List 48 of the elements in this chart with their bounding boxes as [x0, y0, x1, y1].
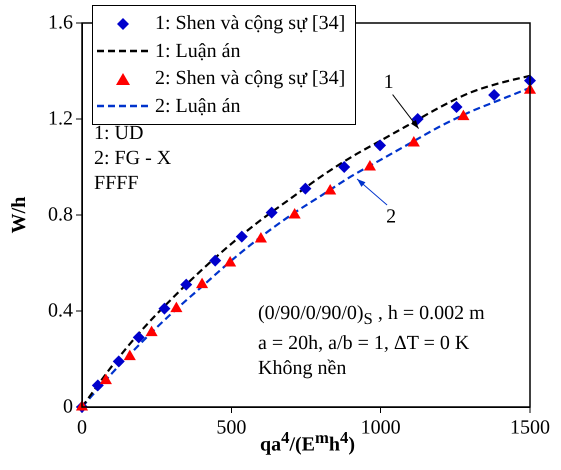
x-tick-label: 500	[216, 416, 246, 438]
point	[266, 206, 278, 219]
y-tick-label: 0.4	[48, 299, 73, 322]
y-tick-label: 0.8	[48, 203, 73, 226]
point	[299, 182, 312, 195]
point	[374, 139, 386, 152]
y-axis-title: W/h	[8, 196, 30, 234]
x-tick-label: 1500	[510, 416, 550, 438]
y-tick-label: 0	[63, 395, 73, 418]
point	[364, 160, 376, 170]
point	[124, 350, 136, 360]
point	[196, 278, 208, 288]
x-axis-title: qa$^{4}$/(E$^{m}$h$^{4}$)	[260, 428, 355, 456]
point	[209, 254, 222, 267]
annotation: (0/90/0/90/0)$_{S}$ , h = 0.002 m	[258, 301, 485, 330]
point	[158, 302, 170, 315]
point	[180, 278, 192, 291]
point	[254, 232, 267, 242]
annotation: FFFF	[94, 171, 140, 196]
annotation: 1: UD	[94, 121, 144, 146]
point	[457, 110, 470, 120]
point	[236, 230, 248, 243]
point	[408, 136, 420, 146]
annotation: 2: FG - X	[94, 146, 172, 171]
legend-label: 1: Shen và cộng sự [34]	[155, 11, 346, 36]
legend-label: 1: Luận án	[155, 38, 241, 64]
annotation: Không nền	[258, 356, 348, 381]
annotation: 1	[384, 70, 394, 93]
annotation: 2	[386, 205, 396, 228]
x-tick-label: 0	[77, 416, 87, 438]
point	[92, 379, 104, 392]
point	[170, 302, 182, 312]
legend-label: 2: Luận án	[155, 94, 241, 118]
y-tick-label: 1.6	[48, 11, 73, 34]
y-tick-label: 1.2	[48, 107, 73, 130]
legend-label: 2: Shen và cộng sự [34]	[155, 66, 346, 91]
point	[338, 161, 350, 173]
annotation: a = 20h, a/b = 1, ΔT = 0 K	[258, 331, 470, 356]
point	[288, 208, 301, 218]
point	[112, 355, 125, 368]
point	[224, 256, 236, 266]
point	[324, 184, 336, 194]
point	[146, 326, 158, 336]
x-tick-label: 1000	[360, 416, 401, 438]
point	[450, 101, 463, 113]
point	[100, 374, 112, 384]
point	[132, 331, 145, 344]
point	[488, 89, 500, 101]
